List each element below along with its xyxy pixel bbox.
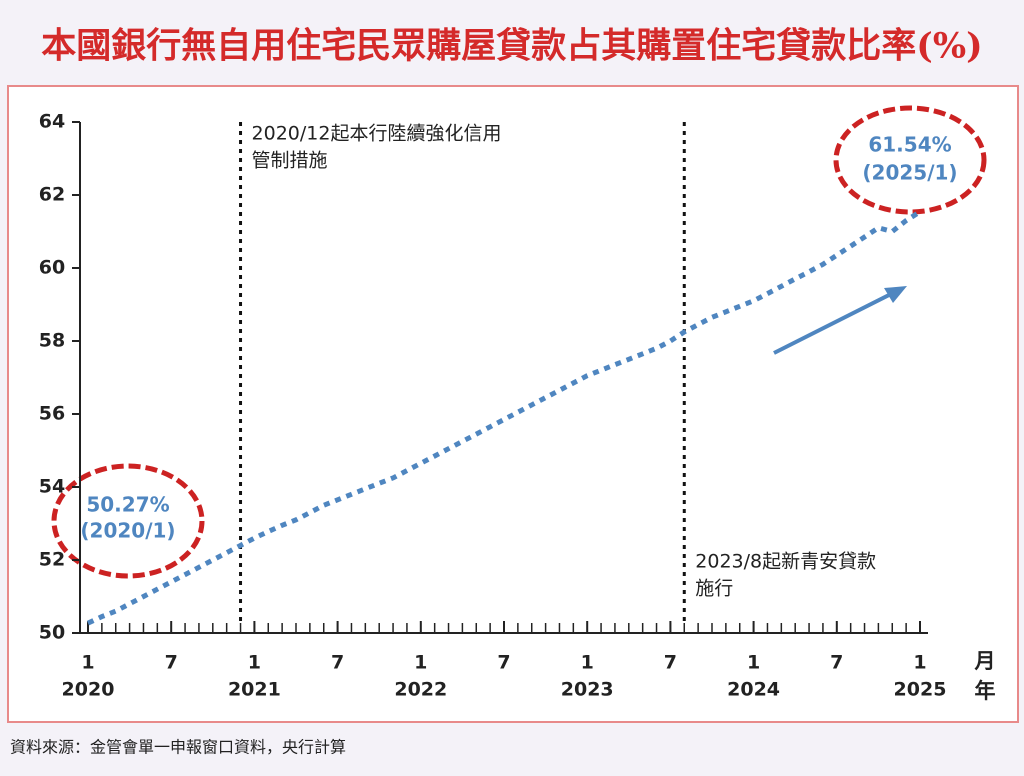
x-year-label: 2024	[727, 679, 780, 701]
x-year-label: 2021	[228, 679, 281, 701]
x-tick-label: 7	[165, 652, 178, 674]
y-tick-label: 62	[39, 184, 65, 206]
y-tick-label: 60	[39, 257, 65, 279]
y-tick-label: 58	[39, 330, 65, 352]
x-tick-label: 1	[81, 652, 94, 674]
source: 資料來源：金管會單一申報窗口資料，央行計算	[10, 738, 346, 757]
y-tick-label: 64	[39, 111, 65, 133]
x-year-label: 2023	[561, 679, 614, 701]
x-tick-label: 1	[581, 652, 594, 674]
x-tick-label: 7	[331, 652, 344, 674]
trend-arrow	[773, 286, 907, 355]
x-tick-label: 7	[664, 652, 677, 674]
callout-date: (2025/1)	[862, 161, 957, 185]
y-tick-label: 56	[39, 403, 65, 425]
x-unit: 月	[974, 649, 996, 673]
arrow-head	[884, 286, 907, 303]
callout-ring	[833, 105, 987, 215]
callout-value: 50.27%	[86, 493, 169, 517]
y-tick-label: 52	[39, 549, 65, 571]
callout-value: 61.54%	[868, 133, 951, 157]
x-tick-label: 1	[248, 652, 261, 674]
x-year-label: 2025	[894, 679, 947, 701]
x-year-label: 2022	[394, 679, 447, 701]
chart-title: 本國銀行無自用住宅民眾購屋貸款占其購置住宅貸款比率(%)	[41, 26, 982, 67]
y-tick-label: 54	[39, 476, 65, 498]
event-label: 2020/12起本行陸續強化信用	[252, 123, 502, 145]
x-tick-label: 1	[414, 652, 427, 674]
callout-date: (2020/1)	[80, 519, 175, 543]
y-tick-label: 50	[39, 622, 65, 644]
event-label: 2023/8起新青安貸款	[695, 551, 876, 573]
callout-ring	[51, 463, 205, 579]
x-year-label: 2020	[62, 679, 115, 701]
x-tick-label: 1	[747, 652, 760, 674]
x-tick-label: 7	[830, 652, 843, 674]
event-label: 管制措施	[252, 150, 328, 172]
data-line	[86, 209, 922, 626]
event-label: 施行	[695, 578, 733, 600]
x-tick-label: 7	[497, 652, 510, 674]
x-unit: 年	[975, 679, 996, 703]
arrow-shaft	[773, 291, 894, 355]
x-tick-label: 1	[913, 652, 926, 674]
